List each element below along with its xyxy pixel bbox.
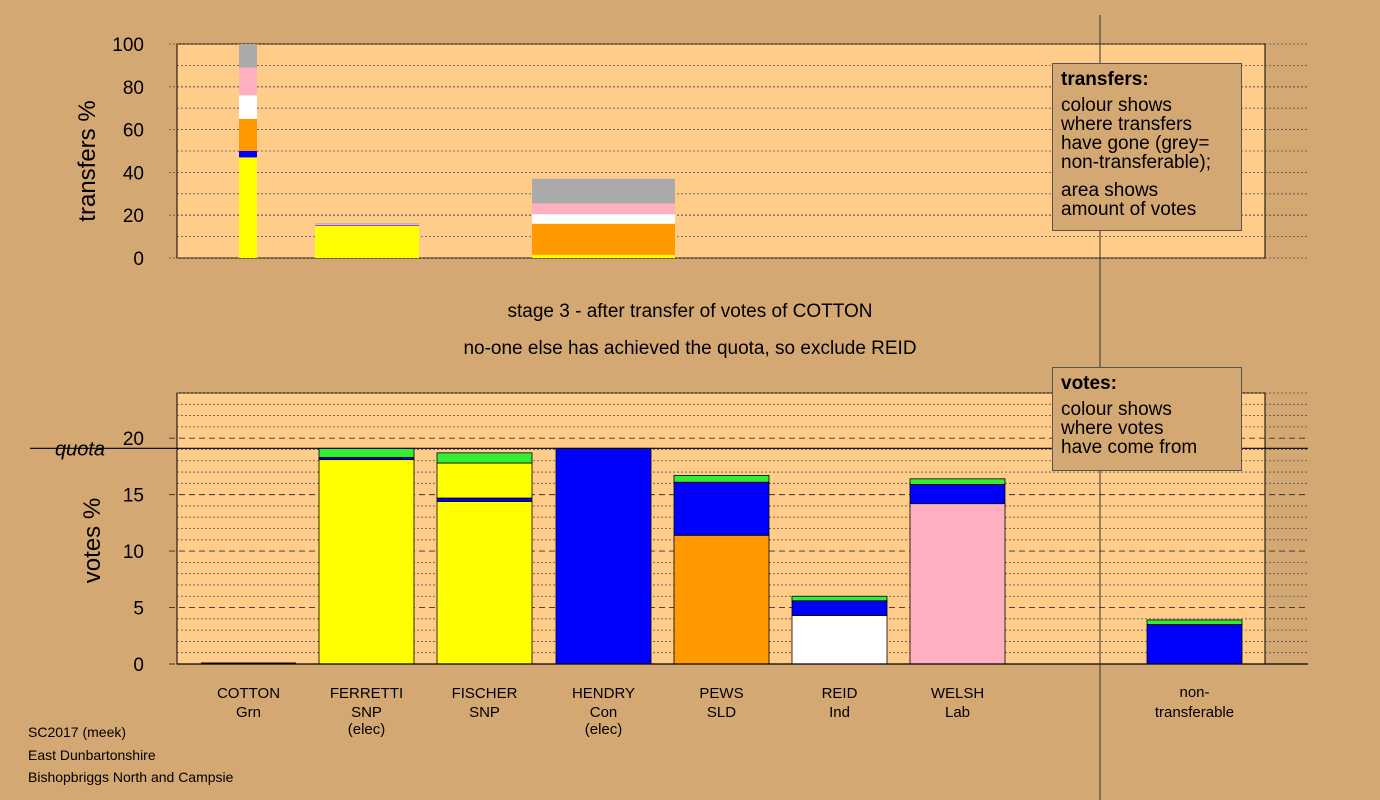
transfers-tick-label: 20 <box>123 206 144 227</box>
candidate-status: (elec) <box>585 721 623 738</box>
candidate-name: PEWS <box>699 685 743 702</box>
legend-transfers: transfers: colour shows where transfers … <box>1052 63 1242 231</box>
legend-votes-line: have come from <box>1061 437 1198 458</box>
nontransferable-bar-segment <box>1146 619 1243 625</box>
votes-bar-segment <box>436 452 533 464</box>
legend-votes-line: where votes <box>1061 418 1164 439</box>
votes-bar-segment <box>909 503 1006 665</box>
candidate-name: COTTON <box>217 685 280 702</box>
votes-bar-segment <box>673 534 770 665</box>
votes-bar-segment <box>791 595 888 602</box>
transfers-bar-segment <box>532 254 675 258</box>
nontransferable-label: non- <box>1179 684 1209 701</box>
transfers-bar-segment <box>239 95 257 119</box>
votes-bar-segment <box>318 447 415 458</box>
votes-bar-segment <box>791 600 888 616</box>
transfers-bar-segment <box>239 157 257 258</box>
transfers-bar-segment <box>239 44 257 68</box>
candidate-party: Grn <box>236 704 261 721</box>
votes-bar-segment <box>555 447 652 665</box>
votes-bar-segment <box>909 478 1006 485</box>
transfers-axis-label: transfers % <box>74 100 101 221</box>
transfers-tick-label: 0 <box>133 249 144 270</box>
votes-bar-segment <box>673 481 770 536</box>
candidate-name: WELSH <box>931 685 984 702</box>
votes-bar-segment <box>436 500 533 665</box>
transfers-bar-segment <box>239 67 257 96</box>
votes-tick-label: 10 <box>123 542 144 563</box>
footer-council: East Dunbartonshire <box>28 747 156 763</box>
votes-bar-segment <box>318 459 415 665</box>
transfers-tick-label: 100 <box>112 35 144 56</box>
transfers-tick-label: 60 <box>123 121 144 142</box>
legend-transfers-line: area shows <box>1061 180 1159 201</box>
candidate-status: (elec) <box>348 721 386 738</box>
transfers-bar-segment <box>532 214 675 224</box>
transfers-tick-label: 80 <box>123 78 144 99</box>
candidate-party: SNP <box>469 704 500 721</box>
candidate-party: Con <box>590 704 618 721</box>
candidate-name: HENDRY <box>572 685 635 702</box>
quota-label: quota <box>55 438 105 460</box>
votes-tick-label: 15 <box>123 486 144 507</box>
transfers-bar-segment <box>239 118 257 151</box>
transfers-bar-segment <box>315 225 419 258</box>
votes-bar-segment <box>436 462 533 499</box>
votes-tick-label: 0 <box>133 655 144 676</box>
footer-method: SC2017 (meek) <box>28 724 127 740</box>
votes-tick-label: 20 <box>123 429 144 450</box>
votes-bar-segment <box>909 484 1006 505</box>
votes-tick-label: 5 <box>133 599 144 620</box>
footer-ward: Bishopbriggs North and Campsie <box>28 769 234 785</box>
transfers-bar-segment <box>532 178 675 204</box>
legend-transfers-line: where transfers <box>1061 114 1192 135</box>
candidate-name: FISCHER <box>452 685 518 702</box>
votes-bar-segment <box>791 615 888 665</box>
legend-transfers-line: colour shows <box>1061 95 1172 116</box>
nontransferable-label: transferable <box>1155 704 1234 721</box>
candidate-name: REID <box>822 685 858 702</box>
transfers-bar-segment <box>315 223 419 225</box>
legend-votes-title: votes: <box>1061 373 1117 394</box>
transfers-bar-segment <box>532 203 675 215</box>
transfers-tick-label: 40 <box>123 163 144 184</box>
votes-bar-segment <box>673 475 770 483</box>
transfers-bar-segment <box>315 225 419 226</box>
candidate-party: SLD <box>707 704 736 721</box>
legend-votes-line: colour shows <box>1061 399 1172 420</box>
legend-votes: votes: colour shows where votes have com… <box>1052 367 1242 471</box>
candidate-party: Ind <box>829 704 850 721</box>
legend-transfers-line: have gone (grey= <box>1061 133 1210 154</box>
legend-transfers-line: amount of votes <box>1061 199 1197 220</box>
votes-bar-segment <box>436 497 533 502</box>
candidate-party: Lab <box>945 704 970 721</box>
transfers-bar-segment <box>532 223 675 255</box>
legend-transfers-line: non-transferable); <box>1061 152 1211 173</box>
caption-exclude: no-one else has achieved the quota, so e… <box>463 338 917 359</box>
legend-transfers-title: transfers: <box>1061 69 1149 90</box>
caption-stage: stage 3 - after transfer of votes of COT… <box>507 301 873 322</box>
nontransferable-bar-segment <box>1146 624 1243 665</box>
candidate-party: SNP <box>351 704 382 721</box>
transfers-bar-segment <box>315 224 419 226</box>
candidate-name: FERRETTI <box>330 685 403 702</box>
votes-axis-label: votes % <box>79 498 106 583</box>
transfers-bar-segment <box>239 151 257 158</box>
